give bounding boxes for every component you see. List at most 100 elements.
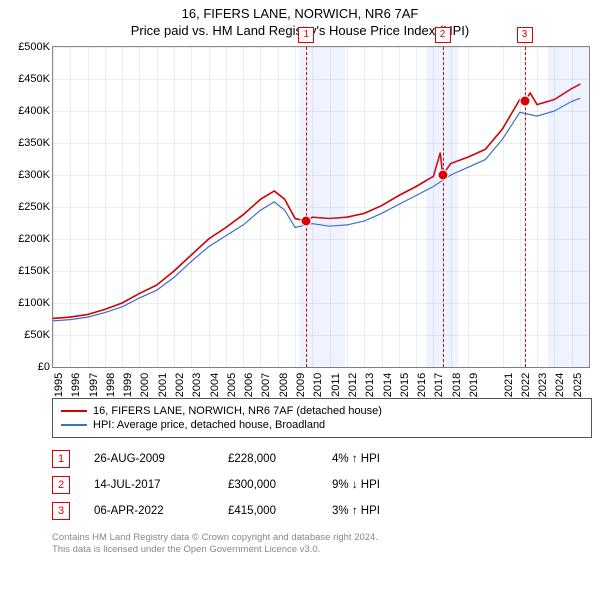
legend-swatch xyxy=(61,410,87,412)
gridline-v xyxy=(174,47,175,367)
transaction-marker: 1 xyxy=(298,27,314,43)
y-axis-label: £200K xyxy=(18,233,53,245)
x-axis-label: 2005 xyxy=(226,373,238,397)
transaction-id-box: 1 xyxy=(52,450,70,468)
x-axis-label: 1998 xyxy=(105,373,117,397)
transaction-date: 14-JUL-2017 xyxy=(94,479,204,491)
transaction-price: £300,000 xyxy=(228,479,308,491)
x-axis-label: 2018 xyxy=(451,373,463,397)
gridline-v xyxy=(278,47,279,367)
plot-area: £0£50K£100K£150K£200K£250K£300K£350K£400… xyxy=(52,46,590,368)
gridline-v xyxy=(105,47,106,367)
gridline-v xyxy=(243,47,244,367)
footer-line: Contains HM Land Registry data © Crown c… xyxy=(52,532,592,544)
gridline-v xyxy=(139,47,140,367)
x-axis-label: 2011 xyxy=(330,373,342,397)
x-axis-label: 2007 xyxy=(260,373,272,397)
gridline-v xyxy=(157,47,158,367)
y-axis-label: £450K xyxy=(18,73,53,85)
x-axis-label: 1996 xyxy=(70,373,82,397)
x-axis-label: 2004 xyxy=(209,373,221,397)
gridline-v xyxy=(416,47,417,367)
gridline-v xyxy=(399,47,400,367)
transaction-delta: 9% ↓ HPI xyxy=(332,479,380,491)
x-axis-label: 2017 xyxy=(433,373,445,397)
transaction-delta: 4% ↑ HPI xyxy=(332,453,380,465)
x-axis-label: 2025 xyxy=(572,373,584,397)
legend-row: 16, FIFERS LANE, NORWICH, NR6 7AF (detac… xyxy=(61,404,583,418)
gridline-v xyxy=(191,47,192,367)
x-axis-label: 2001 xyxy=(157,373,169,397)
x-axis-label: 2022 xyxy=(520,373,532,397)
legend-swatch xyxy=(61,424,87,426)
x-axis-label: 2013 xyxy=(364,373,376,397)
legend-label: HPI: Average price, detached house, Broa… xyxy=(93,419,325,431)
gridline-v xyxy=(468,47,469,367)
transaction-vline xyxy=(306,47,307,367)
x-axis-label: 2012 xyxy=(347,373,359,397)
gridline-v xyxy=(537,47,538,367)
transaction-date: 26-AUG-2009 xyxy=(94,453,204,465)
y-axis-label: £100K xyxy=(18,297,53,309)
gridline-v xyxy=(209,47,210,367)
transaction-price: £415,000 xyxy=(228,505,308,517)
x-axis-label: 2024 xyxy=(554,373,566,397)
x-axis-label: 2021 xyxy=(503,373,515,397)
transaction-dot xyxy=(519,96,530,107)
gridline-v xyxy=(503,47,504,367)
transaction-marker: 3 xyxy=(517,27,533,43)
title-address: 16, FIFERS LANE, NORWICH, NR6 7AF xyxy=(0,6,600,21)
x-axis-label: 1999 xyxy=(122,373,134,397)
x-axis-label: 1997 xyxy=(88,373,100,397)
transaction-row: 306-APR-2022£415,0003% ↑ HPI xyxy=(52,498,592,524)
gridline-v xyxy=(347,47,348,367)
gridline-v xyxy=(364,47,365,367)
x-axis-label: 2006 xyxy=(243,373,255,397)
gridline-v xyxy=(295,47,296,367)
transaction-id-box: 2 xyxy=(52,476,70,494)
transaction-row: 2 14-JUL-2017 £300,000 9% ↓ HPI xyxy=(52,472,592,498)
x-axis-label: 1995 xyxy=(53,373,65,397)
transaction-date: 06-APR-2022 xyxy=(94,505,204,517)
x-axis-label: 2008 xyxy=(278,373,290,397)
gridline-v xyxy=(122,47,123,367)
recession-shade xyxy=(548,47,589,367)
x-axis-label: 2016 xyxy=(416,373,428,397)
y-axis-label: £250K xyxy=(18,201,53,213)
gridline-v xyxy=(70,47,71,367)
legend-row: HPI: Average price, detached house, Broa… xyxy=(61,418,583,432)
attribution-footer: Contains HM Land Registry data © Crown c… xyxy=(52,532,592,557)
x-axis-label: 2014 xyxy=(382,373,394,397)
y-axis-label: £350K xyxy=(18,137,53,149)
gridline-v xyxy=(520,47,521,367)
gridline-v xyxy=(382,47,383,367)
chart-container: £0£50K£100K£150K£200K£250K£300K£350K£400… xyxy=(8,46,592,368)
transaction-marker: 2 xyxy=(435,27,451,43)
x-axis-label: 2003 xyxy=(191,373,203,397)
y-axis-label: £0 xyxy=(38,361,53,373)
x-axis-label: 2019 xyxy=(468,373,480,397)
transaction-price: £228,000 xyxy=(228,453,308,465)
x-axis-label: 2010 xyxy=(312,373,324,397)
gridline-h xyxy=(53,367,589,368)
x-axis-label: 2023 xyxy=(537,373,549,397)
gridline-v xyxy=(260,47,261,367)
legend-box: 16, FIFERS LANE, NORWICH, NR6 7AF (detac… xyxy=(52,398,592,438)
footer-line: This data is licensed under the Open Gov… xyxy=(52,544,592,556)
transaction-dot xyxy=(301,216,312,227)
legend-label: 16, FIFERS LANE, NORWICH, NR6 7AF (detac… xyxy=(93,405,382,417)
transactions-table: 1 26-AUG-2009 £228,000 4% ↑ HPI 2 14-JUL-2017… xyxy=(52,446,592,524)
y-axis-label: £400K xyxy=(18,105,53,117)
x-axis-label: 2000 xyxy=(139,373,151,397)
transaction-row: 1 26-AUG-2009 £228,000 4% ↑ HPI xyxy=(52,446,592,472)
y-axis-label: £150K xyxy=(18,265,53,277)
gridline-v xyxy=(88,47,89,367)
transaction-delta: 3% ↑ HPI xyxy=(332,505,380,517)
x-axis-label: 2009 xyxy=(295,373,307,397)
y-axis-label: £300K xyxy=(18,169,53,181)
y-axis-label: £500K xyxy=(18,41,53,53)
y-axis-label: £50K xyxy=(24,329,53,341)
x-axis-label: 2002 xyxy=(174,373,186,397)
transaction-dot xyxy=(437,170,448,181)
transaction-vline xyxy=(443,47,444,367)
